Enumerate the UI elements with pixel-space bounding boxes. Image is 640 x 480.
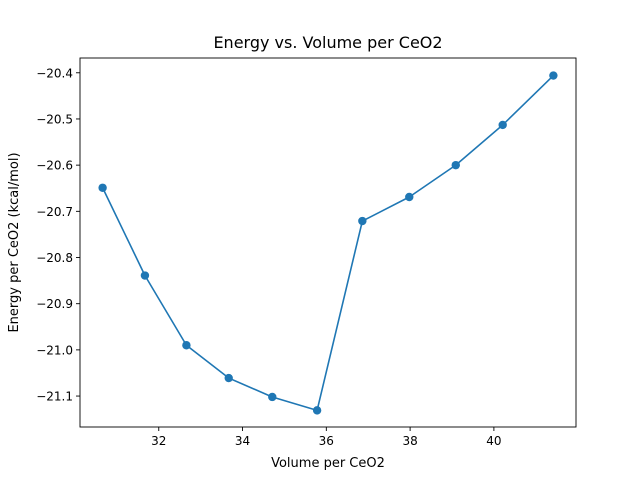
y-tick-label: −21.1 [36,390,73,404]
x-axis-label: Volume per CeO2 [271,456,385,471]
data-point [549,71,558,80]
y-axis-label: Energy per CeO2 (kcal/mol) [7,152,22,332]
y-tick-label: −20.8 [36,251,73,265]
data-point [98,183,107,192]
data-point [451,160,460,170]
data-point [268,392,277,402]
y-tick-label: −20.7 [36,205,73,219]
y-tick-label: −20.6 [36,159,73,173]
y-tick-label: −20.9 [36,297,73,311]
data-point [312,406,322,415]
x-tick-label: 34 [235,434,250,448]
x-tick-label: 38 [402,434,417,448]
chart-title: Energy vs. Volume per CeO2 [213,33,442,52]
x-tick-label: 36 [319,434,334,448]
x-axis-ticks: 32 34 36 38 40 [151,427,502,448]
data-point [358,216,367,226]
axes-frame [79,57,577,428]
y-tick-label: −20.5 [36,112,73,126]
data-point [140,271,150,280]
x-tick-label: 40 [486,434,501,448]
data-point [224,373,233,383]
plot-area [98,71,558,415]
x-tick-label: 32 [151,434,166,448]
y-tick-label: −20.4 [36,66,73,80]
data-point [498,120,507,130]
data-point [405,192,414,202]
y-tick-label: −21.0 [36,343,73,357]
data-point [182,341,191,350]
y-axis-ticks: −21.1 −21.0 −20.9 −20.8 −20.7 −20.6 −20.5 −20.4 [36,66,80,404]
